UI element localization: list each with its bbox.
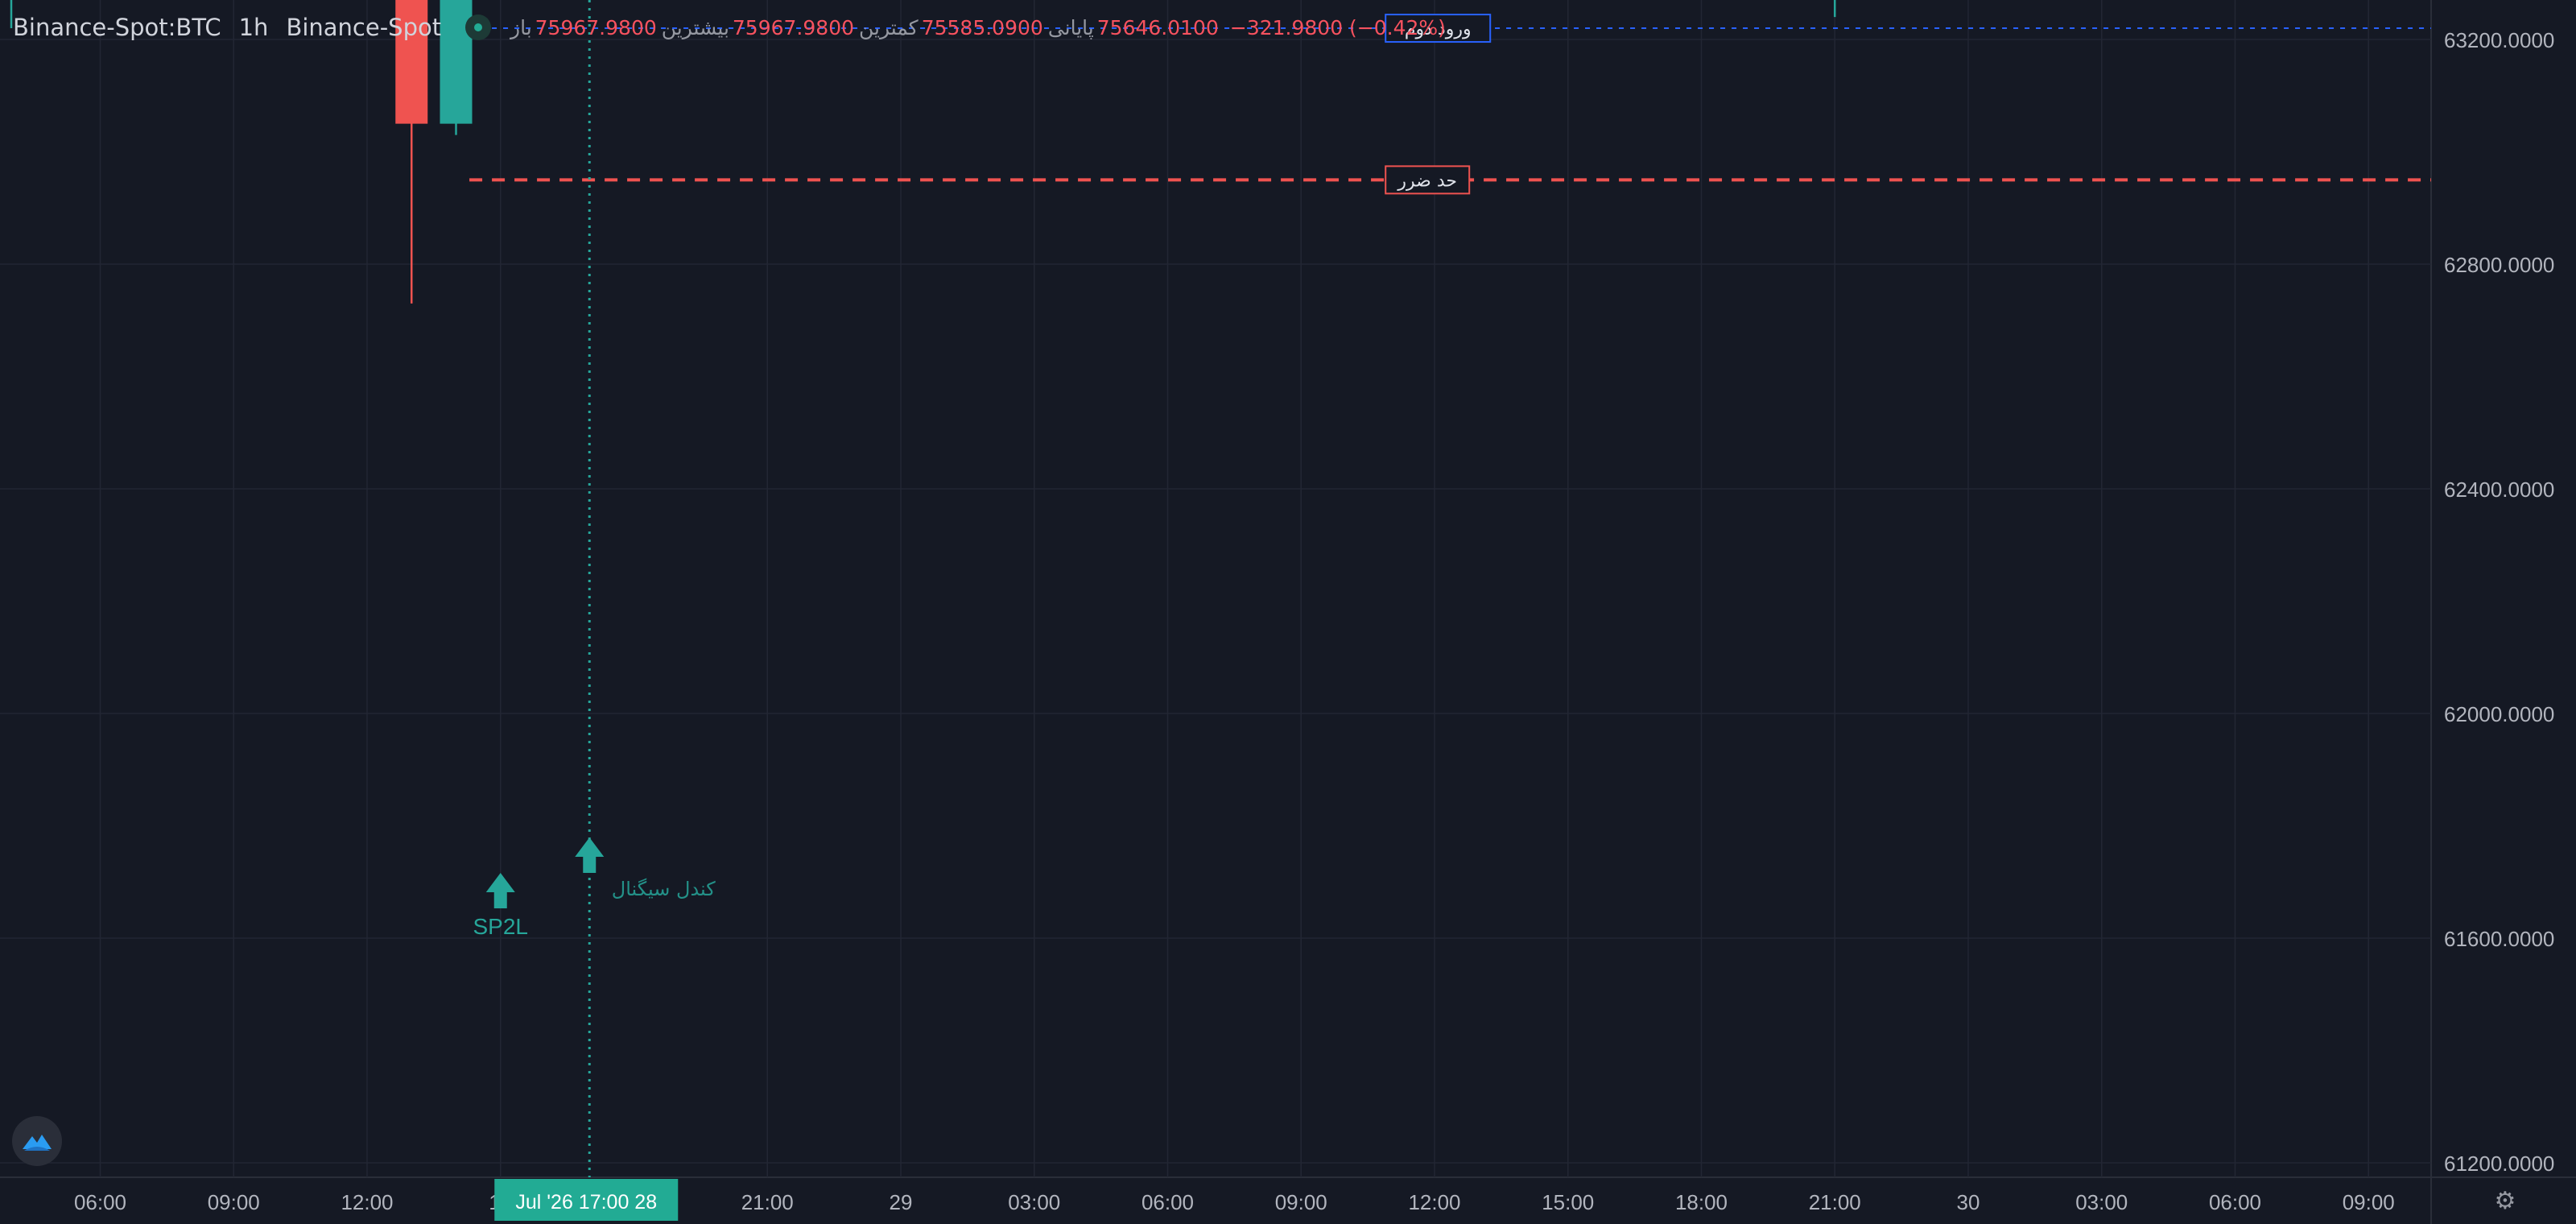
level-tag-label: ورود دوم [1405, 19, 1472, 39]
change-value: −321.9800 (−0.42%) [1229, 15, 1446, 39]
open-value: 75967.9800 [535, 15, 657, 39]
arrow-up-icon [575, 837, 605, 873]
signal-label: SP2L [473, 914, 529, 939]
level-tag-box[interactable] [1385, 14, 1492, 43]
logo-mountain-icon [23, 1135, 52, 1151]
open-label: باز [510, 15, 532, 39]
time-tick-label: 09:00 [2343, 1190, 2395, 1214]
status-dot-icon [465, 14, 492, 40]
time-tick-label: 18:00 [1675, 1190, 1728, 1214]
close-value: 75646.0100 [1096, 15, 1219, 39]
exchange-name: Binance-Spot [286, 14, 442, 41]
price-tick-label: 62400.0000 [2444, 478, 2554, 502]
time-tick-label: 12:00 [1408, 1190, 1460, 1214]
time-tick-label: 12:00 [341, 1190, 393, 1214]
time-tick-label: 21:00 [1809, 1190, 1861, 1214]
gear-icon[interactable]: ⚙ [2494, 1187, 2516, 1215]
time-tick-label: 06:00 [2209, 1190, 2261, 1214]
price-tick-label: 62000.0000 [2444, 702, 2554, 726]
ohlc-legend: باز 75967.9800 بیشترین 75967.9800 کمترین… [506, 11, 1446, 43]
crosshair-time-label: Jul '26 17:00 28 [515, 1191, 657, 1214]
level-tag-label: حد ضرر [1397, 171, 1457, 191]
time-tick-label: 30 [1957, 1190, 1980, 1214]
interval-label[interactable]: 1h [238, 14, 269, 41]
chart-header: Binance-Spot:BTC 1h Binance-Spot [13, 11, 506, 43]
price-tick-label: 63200.0000 [2444, 28, 2554, 52]
high-label: بیشترین [661, 15, 729, 39]
close-label: پایانی [1047, 15, 1094, 39]
arrow-up-icon [485, 873, 515, 908]
time-tick-label: 03:00 [1008, 1190, 1060, 1214]
time-tick-label: 09:00 [208, 1190, 260, 1214]
level-tag-box[interactable] [1385, 165, 1471, 195]
signal-label: کندل سیگنال [612, 878, 716, 900]
time-tick-label: 29 [890, 1190, 913, 1214]
candle-down[interactable] [395, 0, 428, 124]
price-tick-label: 61200.0000 [2444, 1152, 2554, 1176]
high-value: 75967.9800 [732, 15, 855, 39]
time-tick-label: 06:00 [74, 1190, 126, 1214]
time-tick-label: 21:00 [741, 1190, 794, 1214]
time-tick-label: 15:00 [1542, 1190, 1594, 1214]
price-tick-label: 62800.0000 [2444, 253, 2554, 277]
time-tick-label: 09:00 [1275, 1190, 1327, 1214]
crosshair-time-box [494, 1179, 679, 1221]
low-label: کمترین [859, 15, 919, 39]
time-tick-label: 06:00 [1141, 1190, 1194, 1214]
time-tick-label: 03:00 [2075, 1190, 2128, 1214]
price-tick-label: 61600.0000 [2444, 927, 2554, 951]
logo-icon[interactable] [12, 1116, 62, 1166]
low-value: 75585.0900 [921, 15, 1043, 39]
symbol-name[interactable]: Binance-Spot:BTC [13, 14, 221, 41]
